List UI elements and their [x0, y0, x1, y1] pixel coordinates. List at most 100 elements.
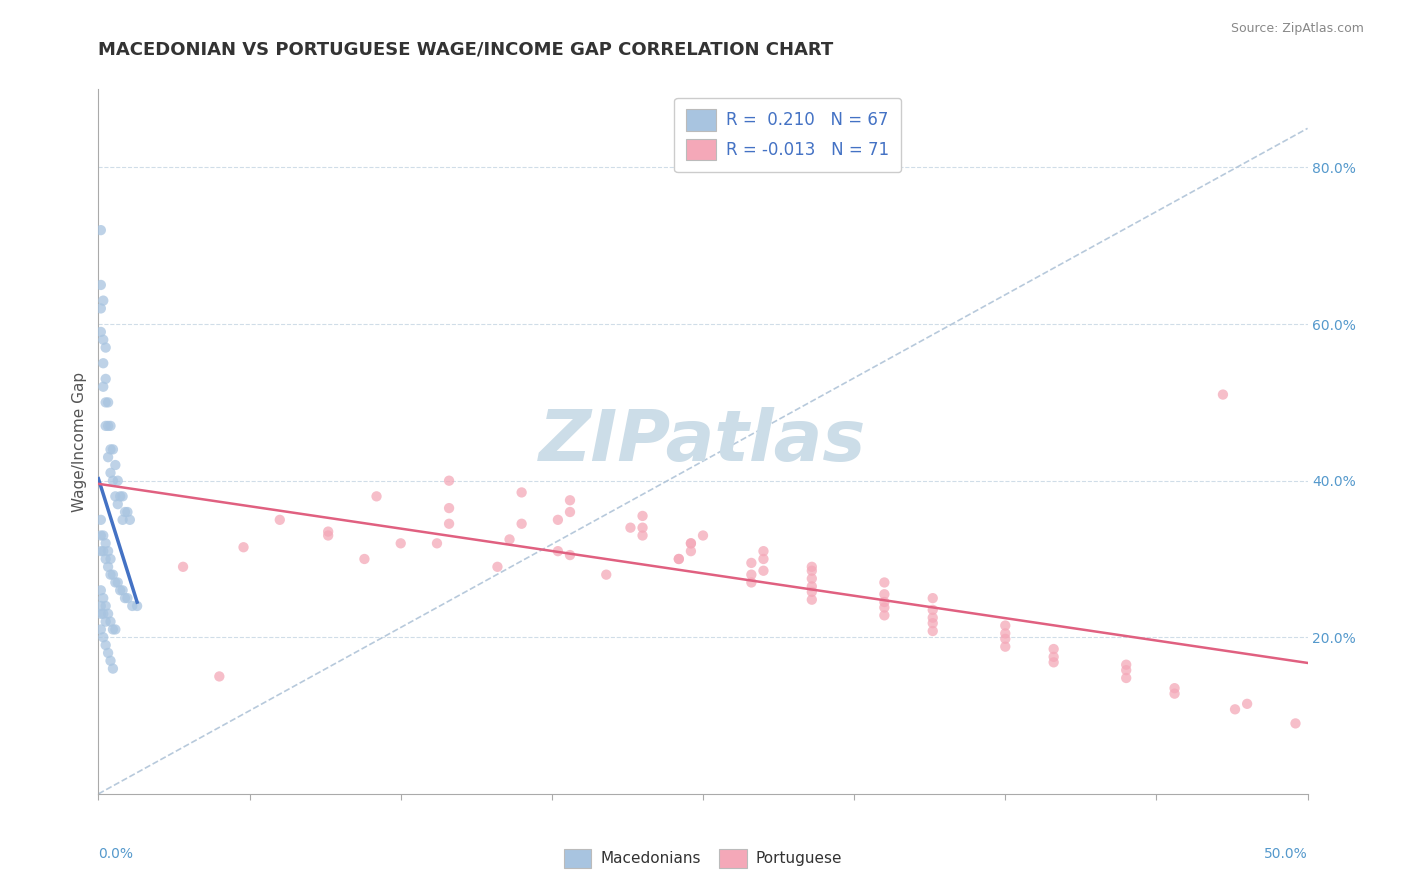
Point: [752, 544, 775, 558]
Point: [800, 592, 823, 607]
Point: [91, 607, 114, 621]
Point: [752, 552, 775, 566]
Point: [90, 325, 112, 339]
Point: [91, 591, 114, 606]
Point: [90, 607, 112, 621]
Point: [498, 533, 520, 547]
Point: [1042, 649, 1064, 664]
Point: [90, 599, 112, 613]
Point: [1284, 716, 1306, 731]
Point: [107, 474, 129, 488]
Point: [117, 591, 139, 606]
Point: [921, 616, 943, 631]
Point: [800, 579, 823, 593]
Point: [100, 615, 122, 629]
Point: [1042, 656, 1064, 670]
Point: [94, 552, 117, 566]
Point: [94, 615, 117, 629]
Point: [101, 662, 124, 676]
Point: [114, 505, 136, 519]
Point: [94, 341, 117, 355]
Point: [631, 528, 654, 542]
Point: [91, 380, 114, 394]
Point: [1212, 387, 1234, 401]
Point: [94, 372, 117, 386]
Point: [752, 564, 775, 578]
Point: [97, 559, 120, 574]
Point: [97, 607, 120, 621]
Point: [873, 595, 896, 609]
Point: [595, 567, 617, 582]
Point: [269, 513, 291, 527]
Point: [353, 552, 375, 566]
Text: Source: ZipAtlas.com: Source: ZipAtlas.com: [1230, 22, 1364, 36]
Point: [100, 466, 122, 480]
Legend: Macedonians, Portuguese: Macedonians, Portuguese: [558, 842, 848, 874]
Point: [91, 333, 114, 347]
Point: [547, 544, 569, 558]
Point: [90, 277, 112, 292]
Point: [91, 356, 114, 370]
Point: [118, 513, 141, 527]
Point: [437, 516, 460, 531]
Point: [619, 521, 641, 535]
Point: [740, 575, 762, 590]
Point: [111, 489, 134, 503]
Point: [316, 524, 339, 539]
Point: [90, 623, 112, 637]
Point: [558, 505, 581, 519]
Point: [921, 610, 943, 624]
Point: [668, 552, 690, 566]
Point: [90, 223, 112, 237]
Point: [1115, 671, 1137, 685]
Text: 0.0%: 0.0%: [98, 847, 134, 861]
Point: [437, 474, 460, 488]
Point: [97, 450, 120, 465]
Point: [994, 640, 1017, 654]
Point: [100, 567, 122, 582]
Point: [90, 544, 112, 558]
Point: [740, 556, 762, 570]
Point: [873, 600, 896, 615]
Point: [90, 513, 112, 527]
Point: [97, 544, 120, 558]
Point: [994, 632, 1017, 646]
Point: [94, 638, 117, 652]
Point: [94, 536, 117, 550]
Point: [740, 567, 762, 582]
Point: [90, 528, 112, 542]
Point: [668, 552, 690, 566]
Point: [97, 418, 120, 433]
Point: [631, 508, 654, 523]
Point: [366, 489, 388, 503]
Point: [101, 567, 124, 582]
Point: [117, 505, 139, 519]
Point: [101, 623, 124, 637]
Point: [94, 599, 117, 613]
Point: [800, 572, 823, 586]
Point: [100, 418, 122, 433]
Point: [208, 669, 231, 683]
Point: [121, 599, 143, 613]
Point: [1042, 642, 1064, 657]
Y-axis label: Wage/Income Gap: Wage/Income Gap: [72, 371, 87, 512]
Point: [97, 646, 120, 660]
Point: [873, 587, 896, 601]
Point: [127, 599, 149, 613]
Point: [921, 591, 943, 606]
Point: [91, 528, 114, 542]
Point: [426, 536, 449, 550]
Point: [91, 544, 114, 558]
Point: [679, 536, 702, 550]
Point: [558, 493, 581, 508]
Point: [1115, 663, 1137, 677]
Point: [94, 395, 117, 409]
Point: [316, 528, 339, 542]
Point: [1163, 681, 1185, 696]
Text: 50.0%: 50.0%: [1264, 847, 1308, 861]
Point: [100, 654, 122, 668]
Point: [111, 583, 134, 598]
Point: [104, 623, 127, 637]
Point: [114, 591, 136, 606]
Point: [101, 442, 124, 457]
